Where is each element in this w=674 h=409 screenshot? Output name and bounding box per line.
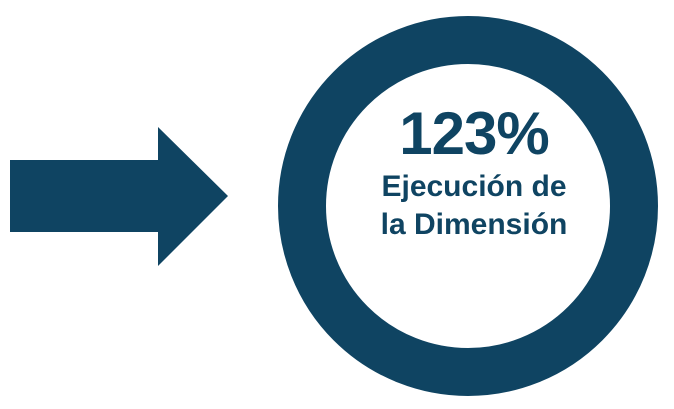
execution-label-line-1: Ejecución de [381, 170, 567, 203]
right-arrow-icon [10, 127, 228, 266]
execution-label-line-2: la Dimensión [380, 208, 568, 241]
ring-label-group: 123% Ejecución de la Dimensión [334, 100, 614, 244]
execution-percentage: 123% [399, 100, 549, 167]
ring-icon [278, 16, 658, 396]
